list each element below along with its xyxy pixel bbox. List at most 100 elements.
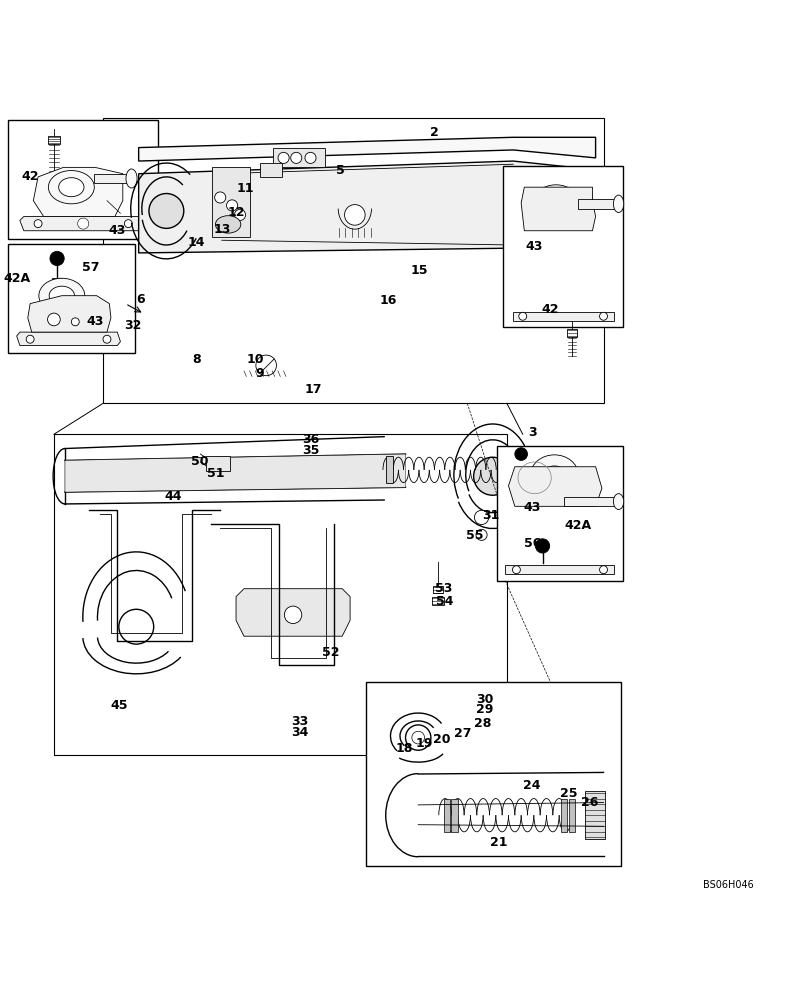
Ellipse shape xyxy=(59,178,84,197)
Text: 45: 45 xyxy=(110,699,128,712)
Circle shape xyxy=(600,566,607,574)
Text: 53: 53 xyxy=(435,582,452,595)
Polygon shape xyxy=(17,332,120,346)
Polygon shape xyxy=(65,454,406,492)
Text: 12: 12 xyxy=(227,206,245,219)
Circle shape xyxy=(119,609,154,644)
Polygon shape xyxy=(139,137,596,161)
Circle shape xyxy=(291,152,302,163)
Text: 32: 32 xyxy=(124,319,142,332)
Text: 17: 17 xyxy=(304,383,322,396)
Ellipse shape xyxy=(48,171,94,204)
Text: 55: 55 xyxy=(466,529,484,542)
Circle shape xyxy=(474,457,512,495)
Bar xyxy=(432,597,444,605)
Ellipse shape xyxy=(126,169,137,188)
Circle shape xyxy=(600,312,607,320)
Ellipse shape xyxy=(614,195,624,213)
Text: 14: 14 xyxy=(188,236,205,249)
Bar xyxy=(433,586,443,593)
Bar xyxy=(451,799,458,832)
Text: 43: 43 xyxy=(109,224,126,237)
Bar xyxy=(8,120,158,239)
Circle shape xyxy=(215,192,226,203)
Polygon shape xyxy=(513,312,614,321)
Bar xyxy=(206,456,230,471)
Polygon shape xyxy=(508,467,602,506)
Circle shape xyxy=(515,448,527,460)
Bar xyxy=(569,799,575,832)
Bar xyxy=(444,799,450,832)
Circle shape xyxy=(256,355,276,376)
Bar xyxy=(584,791,605,839)
Text: BS06H046: BS06H046 xyxy=(703,880,754,890)
Polygon shape xyxy=(578,199,616,209)
Bar xyxy=(366,682,621,866)
Circle shape xyxy=(50,251,64,266)
Text: 36: 36 xyxy=(302,433,319,446)
Bar xyxy=(48,136,60,144)
Text: 24: 24 xyxy=(524,779,541,792)
Polygon shape xyxy=(33,167,123,216)
Circle shape xyxy=(535,539,550,553)
Polygon shape xyxy=(236,589,350,636)
Text: 44: 44 xyxy=(164,490,181,503)
Bar xyxy=(567,329,577,337)
Bar xyxy=(212,167,250,237)
Circle shape xyxy=(305,152,316,163)
Circle shape xyxy=(345,205,365,225)
Text: 10: 10 xyxy=(246,353,264,366)
Text: 42A: 42A xyxy=(4,272,31,285)
Text: 8: 8 xyxy=(192,353,201,366)
Circle shape xyxy=(234,209,246,220)
Bar xyxy=(497,446,623,581)
Text: 57: 57 xyxy=(82,261,100,274)
Text: 42A: 42A xyxy=(565,519,592,532)
Circle shape xyxy=(71,318,79,326)
Circle shape xyxy=(227,200,238,211)
Circle shape xyxy=(519,312,527,320)
Circle shape xyxy=(406,725,431,750)
Circle shape xyxy=(474,510,489,525)
Text: 19: 19 xyxy=(416,737,433,750)
Text: 11: 11 xyxy=(237,182,254,195)
Ellipse shape xyxy=(543,466,566,483)
Circle shape xyxy=(512,566,520,574)
Circle shape xyxy=(103,335,111,343)
Circle shape xyxy=(278,152,289,163)
Circle shape xyxy=(412,731,425,744)
Circle shape xyxy=(124,220,132,228)
Text: 34: 34 xyxy=(291,726,308,739)
Text: 51: 51 xyxy=(207,467,224,480)
Ellipse shape xyxy=(215,216,241,233)
Text: 30: 30 xyxy=(476,693,493,706)
Text: 21: 21 xyxy=(490,836,508,849)
Text: 26: 26 xyxy=(581,796,599,809)
Ellipse shape xyxy=(531,455,578,494)
Circle shape xyxy=(476,529,487,540)
Bar xyxy=(54,434,507,755)
Polygon shape xyxy=(28,296,111,332)
Text: 20: 20 xyxy=(433,733,451,746)
Ellipse shape xyxy=(614,494,624,510)
Polygon shape xyxy=(521,187,596,231)
Text: 6: 6 xyxy=(137,293,146,306)
Text: 43: 43 xyxy=(86,315,104,328)
Ellipse shape xyxy=(581,170,611,241)
Text: 52: 52 xyxy=(322,646,340,659)
Ellipse shape xyxy=(39,278,85,313)
Ellipse shape xyxy=(49,286,74,305)
Circle shape xyxy=(26,335,34,343)
Text: 35: 35 xyxy=(302,444,319,457)
Text: 3: 3 xyxy=(528,426,536,439)
Bar xyxy=(561,799,567,832)
Polygon shape xyxy=(505,565,614,574)
Bar xyxy=(503,166,623,327)
Text: 2: 2 xyxy=(430,126,439,139)
Text: 43: 43 xyxy=(526,240,543,253)
Polygon shape xyxy=(20,216,147,231)
Text: 42: 42 xyxy=(542,303,559,316)
Circle shape xyxy=(78,218,89,229)
Text: 29: 29 xyxy=(476,703,493,716)
Polygon shape xyxy=(139,161,596,253)
